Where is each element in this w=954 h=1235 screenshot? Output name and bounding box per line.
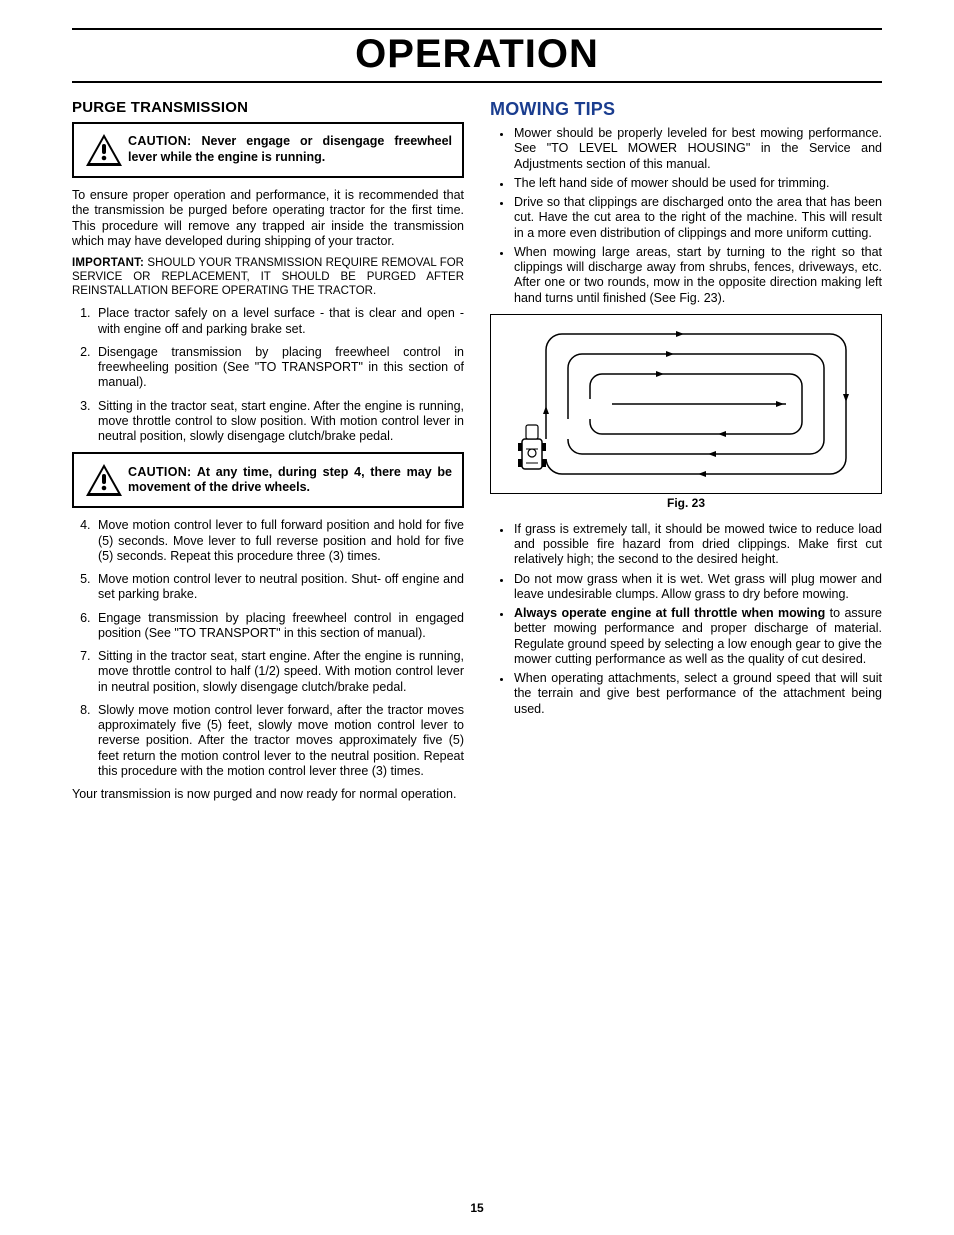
fig-23-caption: Fig. 23 — [490, 496, 882, 510]
step-7: Sitting in the tractor seat, start engin… — [94, 649, 464, 695]
page: OPERATION PURGE TRANSMISSION CAUTION: Ne… — [0, 0, 954, 1235]
caution-box-1: CAUTION: Never engage or disengage freew… — [72, 122, 464, 178]
warning-icon — [80, 460, 128, 500]
closing-para: Your transmission is now purged and now … — [72, 787, 464, 802]
heading-purge: PURGE TRANSMISSION — [72, 99, 464, 116]
tip-a-4: When mowing large areas, start by turnin… — [512, 245, 882, 306]
right-column: MOWING TIPS Mower should be properly lev… — [490, 93, 882, 810]
tip-b-1: If grass is extremely tall, it should be… — [512, 522, 882, 568]
caution-2-text: CAUTION: At any time, during step 4, the… — [128, 465, 452, 496]
heading-mowing-tips: MOWING TIPS — [490, 99, 882, 120]
caution-2-lead: CAUTION: — [128, 465, 192, 479]
step-3: Sitting in the tractor seat, start engin… — [94, 399, 464, 445]
tip-a-3: Drive so that clippings are discharged o… — [512, 195, 882, 241]
tip-a-2: The left hand side of mower should be us… — [512, 176, 882, 191]
caution-1-lead: CAUTION: — [128, 134, 192, 148]
step-5: Move motion control lever to neutral pos… — [94, 572, 464, 603]
tip-b-2: Do not mow grass when it is wet. Wet gra… — [512, 572, 882, 603]
figure-23 — [490, 314, 882, 494]
caution-1-text: CAUTION: Never engage or disengage freew… — [128, 134, 452, 165]
page-number: 15 — [0, 1201, 954, 1215]
mid-rule — [72, 81, 882, 83]
intro-para: To ensure proper operation and performan… — [72, 188, 464, 249]
left-column: PURGE TRANSMISSION CAUTION: Never engage… — [72, 93, 464, 810]
caution-box-2: CAUTION: At any time, during step 4, the… — [72, 452, 464, 508]
steps-list-b: Move motion control lever to full forwar… — [72, 518, 464, 779]
step-2: Disengage transmission by placing freewh… — [94, 345, 464, 391]
important-lead: IMPORTANT: — [72, 257, 144, 269]
step-4: Move motion control lever to full forwar… — [94, 518, 464, 564]
step-8: Slowly move motion control lever forward… — [94, 703, 464, 779]
mowing-pattern-icon — [506, 324, 866, 484]
tip-c: Always operate engine at full throttle w… — [512, 606, 882, 667]
warning-icon — [80, 130, 128, 170]
important-para: IMPORTANT: SHOULD YOUR TRANSMISSION REQU… — [72, 257, 464, 298]
tips-list-a: Mower should be properly leveled for bes… — [490, 126, 882, 306]
step-1: Place tractor safely on a level surface … — [94, 306, 464, 337]
tip-a-1: Mower should be properly leveled for bes… — [512, 126, 882, 172]
steps-list-a: Place tractor safely on a level surface … — [72, 306, 464, 444]
step-6: Engage transmission by placing freewheel… — [94, 611, 464, 642]
tips-list-b: If grass is extremely tall, it should be… — [490, 522, 882, 717]
top-rule — [72, 28, 882, 30]
doc-title: OPERATION — [72, 32, 882, 77]
tip-d: When operating attachments, select a gro… — [512, 671, 882, 717]
columns: PURGE TRANSMISSION CAUTION: Never engage… — [72, 93, 882, 810]
tip-c-bold: Always operate engine at full throttle w… — [514, 606, 825, 620]
